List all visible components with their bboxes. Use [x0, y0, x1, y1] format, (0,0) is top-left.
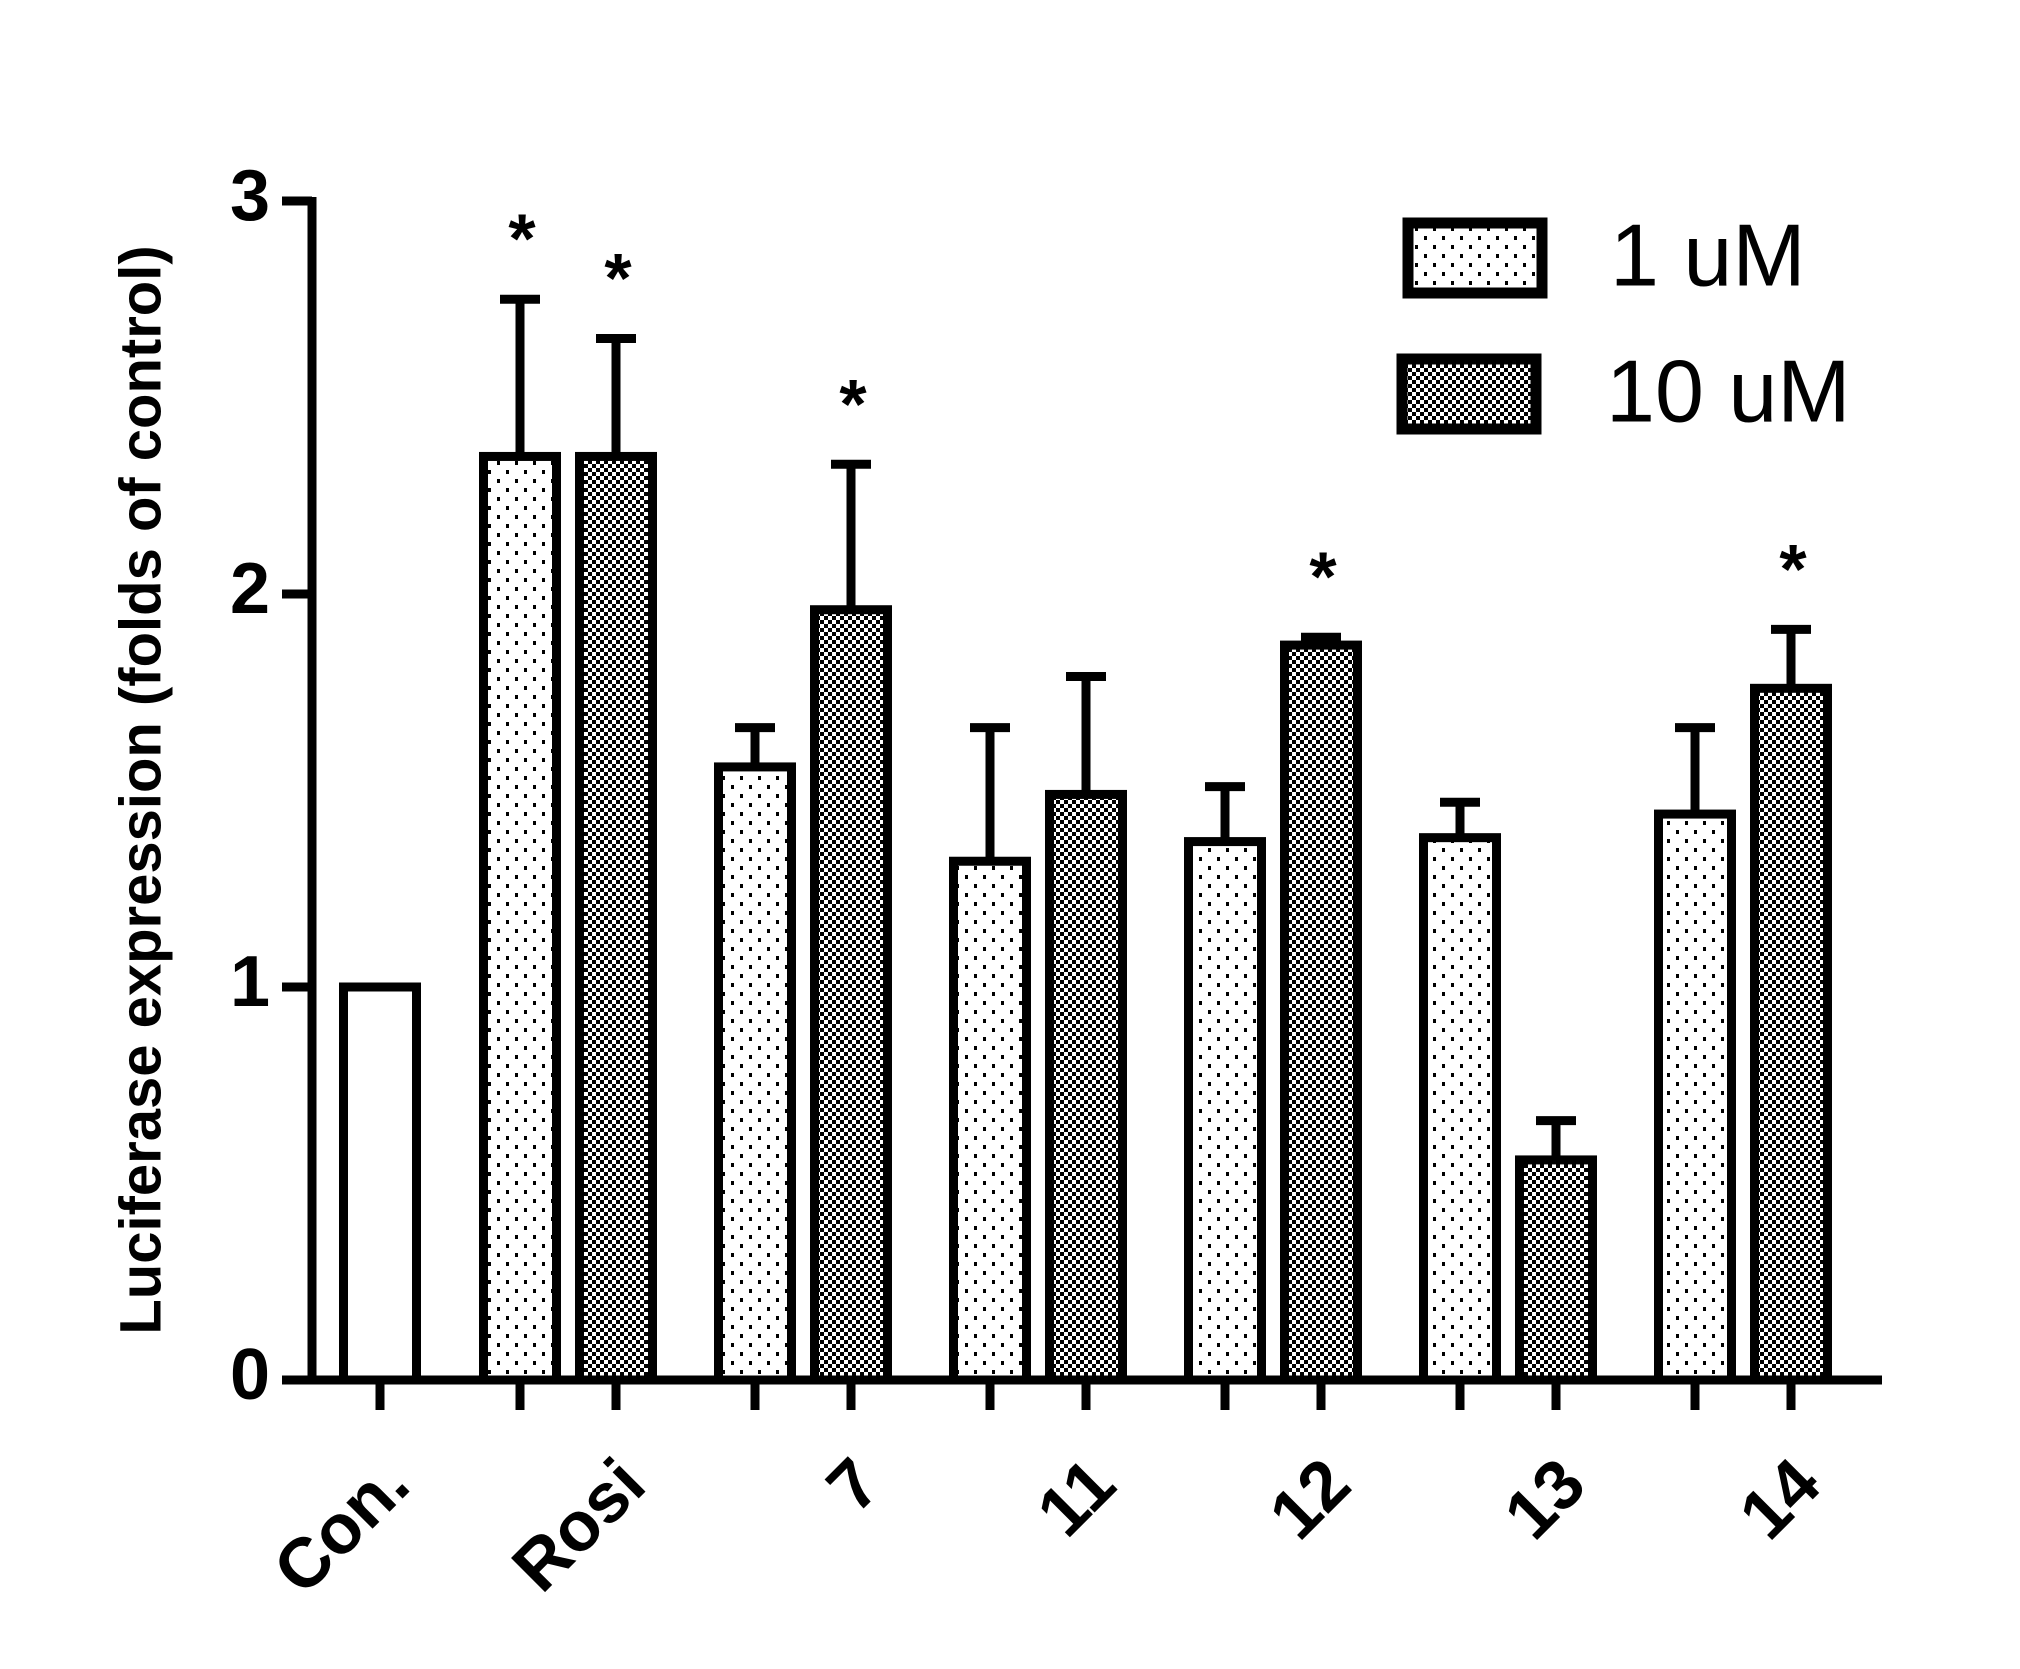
bar — [810, 605, 892, 1385]
bar — [1515, 1155, 1597, 1385]
x-tick-label: 12 — [1254, 1444, 1364, 1554]
significance-mark: * — [1779, 530, 1807, 608]
bar — [1184, 837, 1266, 1385]
x-tick-label: Rosi — [497, 1444, 659, 1606]
legend-swatch — [1396, 353, 1542, 435]
significance-mark: * — [839, 365, 867, 443]
legend-label: 1 uM — [1610, 205, 1806, 304]
x-tick-label: 7 — [812, 1444, 895, 1527]
bar — [1419, 833, 1501, 1385]
y-tick-label: 0 — [230, 1335, 270, 1415]
x-tick-label: 11 — [1022, 1444, 1129, 1551]
legend-swatch — [1402, 217, 1548, 299]
y-axis-label: Luciferase expression (folds of control) — [108, 245, 173, 1334]
bar — [575, 451, 657, 1385]
y-tick-label: 3 — [230, 156, 270, 236]
bar — [949, 856, 1031, 1385]
y-tick-label: 1 — [230, 942, 270, 1022]
significance-mark: * — [604, 239, 632, 317]
bar — [1654, 809, 1736, 1385]
bar — [479, 451, 561, 1385]
x-tick-label: 14 — [1724, 1443, 1834, 1553]
bar — [1045, 789, 1127, 1385]
significance-mark: * — [508, 200, 536, 278]
x-tick-label: Con. — [259, 1444, 424, 1609]
bar — [339, 982, 421, 1385]
significance-mark: * — [1309, 538, 1337, 616]
bar — [1750, 683, 1832, 1385]
x-tick-label: 13 — [1489, 1444, 1599, 1554]
y-tick-label: 2 — [230, 549, 270, 629]
bar — [714, 762, 796, 1385]
legend-label: 10 uM — [1606, 341, 1851, 440]
bar — [1280, 640, 1362, 1385]
